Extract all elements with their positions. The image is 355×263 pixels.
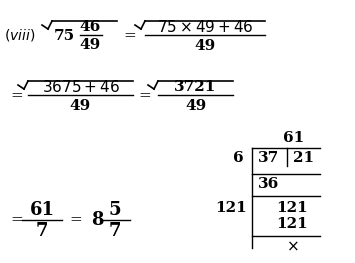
- Text: 7: 7: [36, 222, 48, 240]
- Text: 7: 7: [109, 222, 121, 240]
- Text: $75\times49+46$: $75\times49+46$: [157, 19, 253, 35]
- Text: 61: 61: [283, 131, 305, 145]
- Text: =: =: [10, 213, 23, 227]
- Text: 46: 46: [80, 20, 100, 34]
- Text: =: =: [124, 29, 136, 43]
- Text: 49: 49: [70, 99, 91, 113]
- Text: $3675+46$: $3675+46$: [42, 79, 120, 95]
- Text: 121: 121: [276, 217, 308, 231]
- Text: 49: 49: [185, 99, 206, 113]
- Text: 5: 5: [109, 201, 121, 219]
- Text: 121: 121: [215, 201, 247, 215]
- Text: 121: 121: [276, 201, 308, 215]
- Text: 61: 61: [29, 201, 55, 219]
- Text: 21: 21: [294, 151, 315, 165]
- Text: 6: 6: [233, 151, 244, 165]
- Text: =: =: [10, 89, 23, 103]
- Text: =: =: [138, 89, 151, 103]
- Text: 36: 36: [258, 177, 280, 191]
- Text: 49: 49: [80, 38, 100, 52]
- Text: =: =: [70, 213, 82, 227]
- Text: 3721: 3721: [174, 80, 217, 94]
- Text: 8: 8: [91, 211, 104, 229]
- Text: $(viii)$: $(viii)$: [4, 27, 36, 43]
- Text: 75: 75: [54, 29, 75, 43]
- Text: $\times$: $\times$: [286, 239, 298, 254]
- Text: 49: 49: [195, 39, 215, 53]
- Text: 37: 37: [258, 151, 280, 165]
